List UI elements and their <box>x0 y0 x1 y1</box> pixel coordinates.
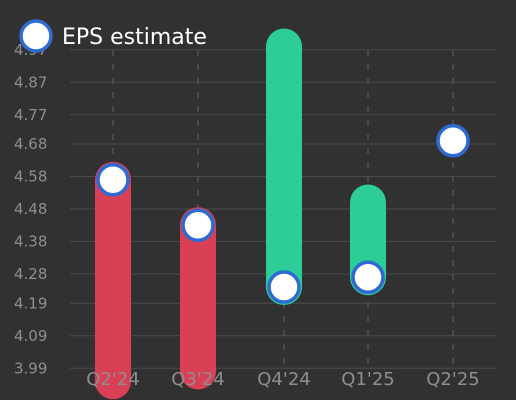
labels-layer: 3.99 4.09 4.19 4.28 4.38 4.48 4.58 4.68 4.77 4.87… <box>14 41 480 390</box>
estimate-marker-q324 <box>181 208 215 242</box>
legend: EPS estimate <box>19 19 207 53</box>
x-tick-label-0: Q2'24 <box>86 369 139 390</box>
y-tick-label-7: 4.68 <box>14 135 47 153</box>
eps-bar-q424 <box>266 28 302 305</box>
y-tick-label-5: 4.48 <box>14 200 47 218</box>
y-tick-label-1: 4.09 <box>14 327 47 345</box>
estimate-marker-q225 <box>436 124 470 158</box>
legend-marker-icon <box>19 19 53 53</box>
markers-layer <box>96 124 470 304</box>
estimate-marker-q424 <box>267 270 301 304</box>
y-tick-label-9: 4.87 <box>14 73 47 91</box>
y-tick-label-4: 4.38 <box>14 233 47 251</box>
y-tick-label-8: 4.77 <box>14 106 47 124</box>
legend-label: EPS estimate <box>62 25 207 50</box>
estimate-marker-q125 <box>351 260 385 294</box>
y-tick-label-2: 4.19 <box>14 294 47 312</box>
x-tick-label-2: Q4'24 <box>257 369 310 390</box>
y-tick-label-3: 4.28 <box>14 265 47 283</box>
x-tick-label-3: Q1'25 <box>341 369 394 390</box>
x-tick-label-1: Q3'24 <box>171 369 224 390</box>
y-tick-label-6: 4.58 <box>14 168 47 186</box>
eps-bar-q324 <box>180 207 216 390</box>
y-tick-label-0: 3.99 <box>14 359 47 377</box>
estimate-marker-q224 <box>96 163 130 197</box>
eps-bar-q224 <box>95 161 131 400</box>
bars-layer <box>95 28 386 400</box>
x-tick-label-4: Q2'25 <box>426 369 479 390</box>
